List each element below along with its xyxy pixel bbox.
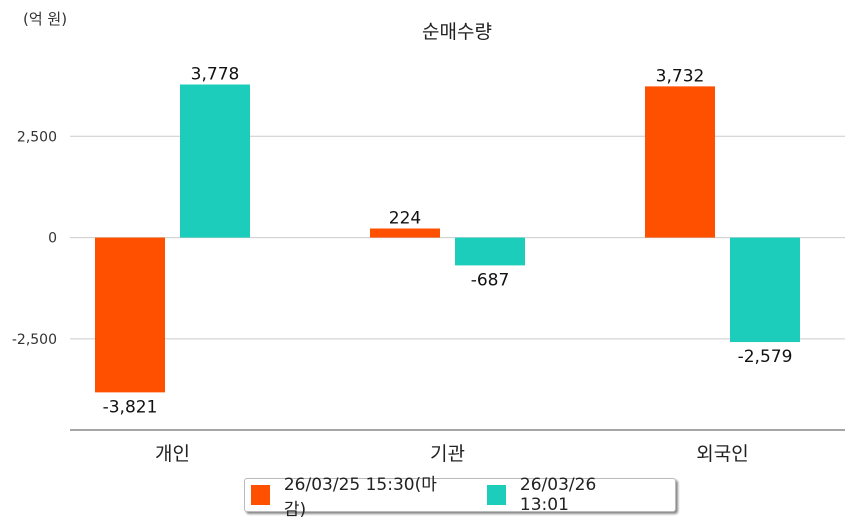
legend-swatch-1 [487,485,506,505]
x-tick-label: 기관 [430,443,465,465]
y-tick-label: -2,500 [12,332,57,348]
legend: 26/03/25 15:30(마감) 26/03/26 13:01 [244,475,676,520]
bar-0 [95,237,165,393]
data-label: -3,821 [103,397,158,417]
legend-label-0: 26/03/25 15:30(마감) [283,475,437,520]
bar-0 [370,228,440,238]
bar-1 [455,237,525,266]
y-tick-label: 0 [48,231,57,247]
data-label: 3,732 [656,66,705,86]
x-tick-label: 외국인 [696,443,748,465]
bar-1 [730,237,800,343]
legend-item-0[interactable]: 26/03/25 15:30(마감) [251,470,449,520]
data-label: 3,778 [191,65,240,85]
data-label: -687 [471,270,510,290]
data-label: 224 [389,208,421,228]
unit-label: (억 원) [23,10,67,28]
legend-swatch-0 [251,485,270,505]
bar-1 [180,84,250,238]
chart-title: 순매수량 [422,21,492,43]
legend-label-1: 26/03/26 13:01 [519,475,597,515]
y-tick-label: 2,500 [17,129,57,145]
data-label: -2,579 [738,347,793,367]
bar-0 [645,86,715,238]
legend-item-1[interactable]: 26/03/26 13:01 [487,475,643,515]
x-tick-label: 개인 [155,443,190,465]
